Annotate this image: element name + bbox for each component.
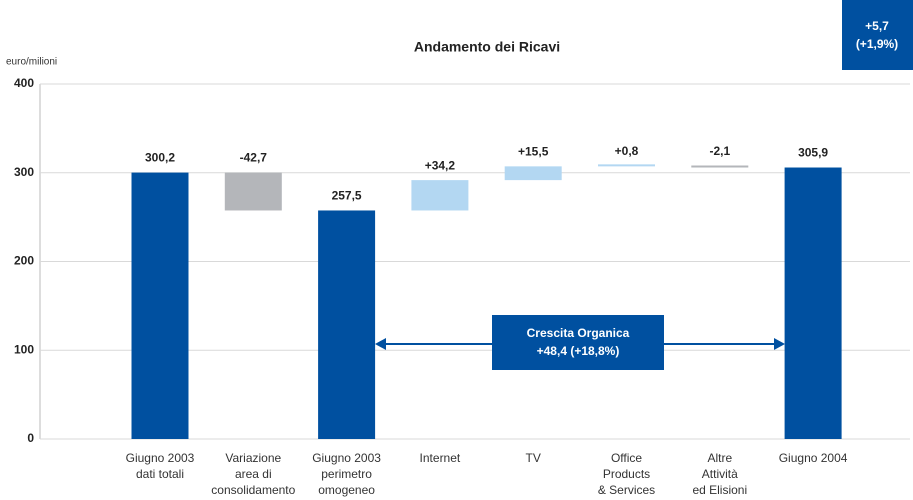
y-tick-label: 0	[27, 431, 34, 445]
x-tick-label: Products	[603, 467, 650, 481]
y-axis-label: euro/milioni	[6, 57, 57, 68]
organic-growth-value: +48,4 (+18,8%)	[537, 344, 620, 358]
data-label: -2,1	[709, 144, 730, 158]
arrow-head	[774, 338, 785, 350]
x-tick-label: Variazione	[225, 451, 281, 465]
x-tick-label: perimetro	[321, 467, 372, 481]
x-tick-label: Attività	[702, 467, 738, 481]
data-label: +0,8	[615, 144, 639, 158]
bar	[224, 172, 282, 211]
x-tick-label: dati totali	[136, 467, 184, 481]
organic-growth: Crescita Organica +48,4 (+18,8%)	[375, 315, 785, 370]
y-tick-label: 200	[14, 254, 34, 268]
total-change-box	[842, 0, 913, 70]
x-tick-label: TV	[526, 451, 541, 465]
organic-growth-box	[492, 315, 664, 370]
data-label: 305,9	[798, 146, 828, 160]
y-tick-label: 400	[14, 76, 34, 90]
total-change: +5,7	[865, 19, 889, 33]
x-tick-label: Altre	[707, 451, 732, 465]
x-tick-label: omogeneo	[318, 483, 375, 497]
x-tick-label: consolidamento	[211, 483, 295, 497]
chart-title: Andamento dei Ricavi	[414, 39, 560, 55]
bar	[411, 180, 469, 211]
total-change-pct: (+1,9%)	[856, 37, 898, 51]
data-label: -42,7	[240, 151, 268, 165]
x-tick-label: Internet	[420, 451, 461, 465]
x-tick-label: & Services	[598, 483, 655, 497]
bar	[131, 172, 189, 439]
arrow-head	[375, 338, 386, 350]
bar	[504, 166, 562, 181]
plot: 0 100 200 300 400 300,2 Giugno 2003 dati totali…	[14, 76, 910, 497]
bar	[784, 167, 842, 440]
bar	[318, 210, 376, 439]
data-label: +34,2	[425, 158, 456, 172]
bar	[691, 165, 749, 168]
x-tick-label: ed Elisioni	[692, 483, 747, 497]
data-label: 257,5	[332, 189, 362, 203]
y-tick-label: 300	[14, 165, 34, 179]
data-label: 300,2	[145, 151, 175, 165]
organic-growth-title: Crescita Organica	[527, 326, 630, 340]
x-tick-label: Office	[611, 451, 642, 465]
y-tick-label: 100	[14, 342, 34, 356]
x-tick-label: Giugno 2003	[312, 451, 381, 465]
data-label: +15,5	[518, 145, 549, 159]
x-tick-label: area di	[235, 467, 272, 481]
x-tick-label: Giugno 2003	[126, 451, 195, 465]
bar	[598, 164, 655, 167]
x-tick-label: Giugno 2004	[779, 451, 848, 465]
